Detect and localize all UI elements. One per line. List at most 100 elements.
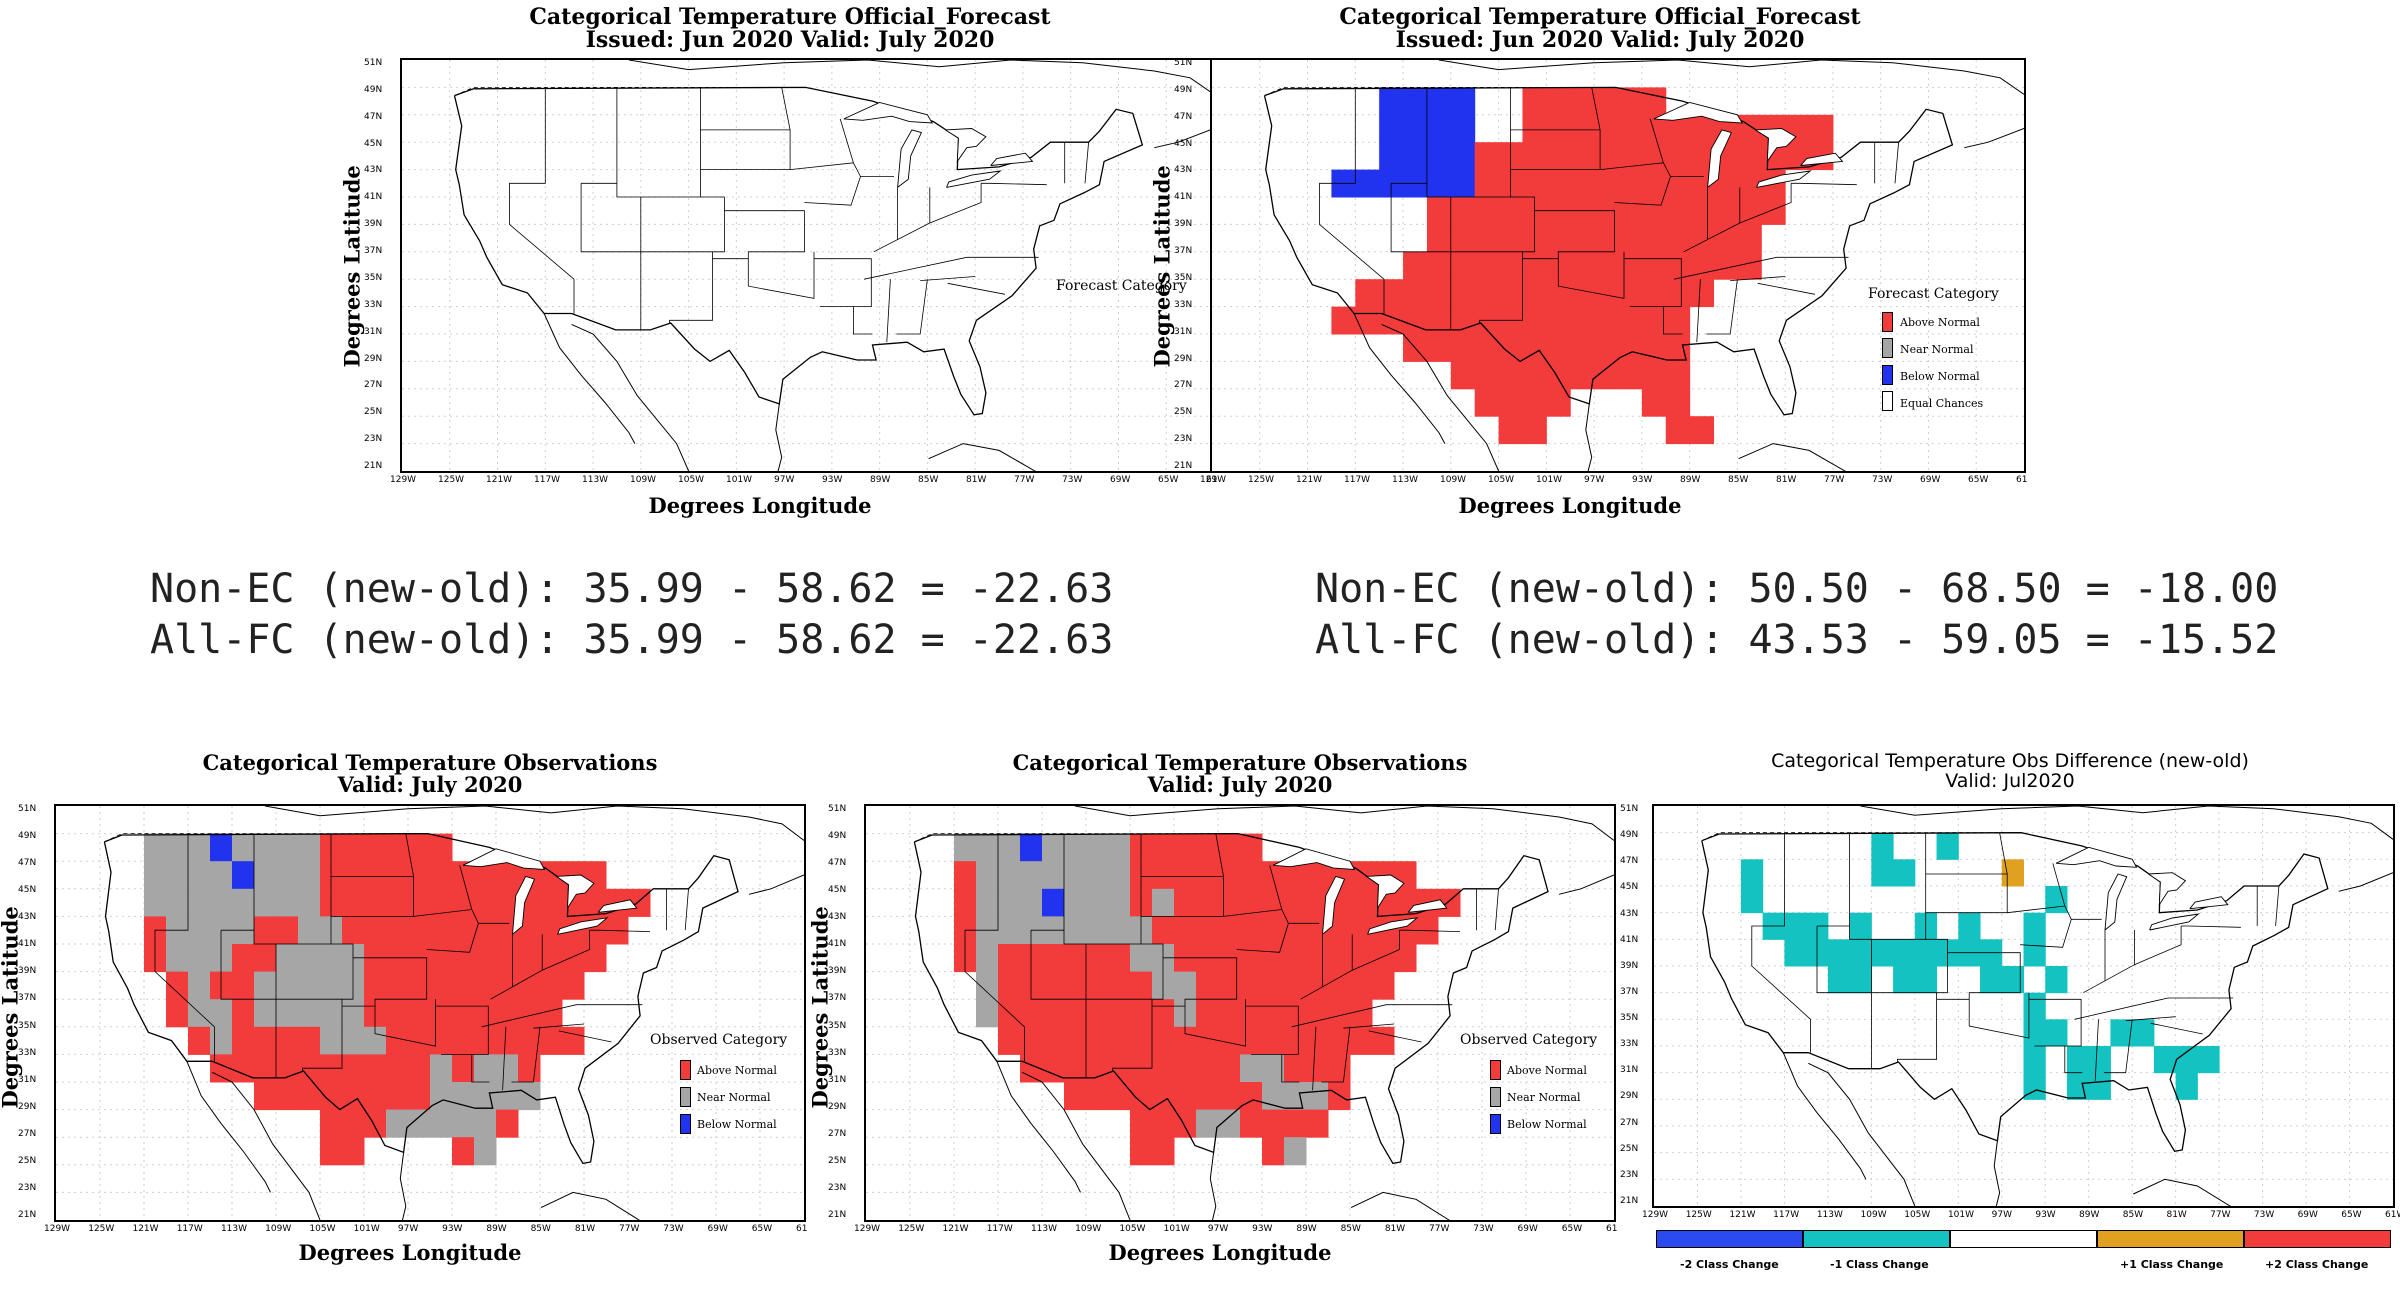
category-cell [998, 861, 1021, 890]
panel-title: Categorical Temperature Official_Forecas… [340, 5, 1240, 52]
state-boundary [873, 183, 982, 253]
category-cell [320, 944, 343, 973]
great-lake [597, 899, 638, 913]
category-cell [1474, 279, 1500, 308]
category-cell [320, 971, 343, 1000]
category-cell [1284, 1026, 1307, 1055]
lat-tick-label: 27N [364, 380, 383, 391]
category-cell [1618, 142, 1643, 171]
state-boundary [2052, 863, 2066, 907]
lon-tick-label: 125W [898, 1224, 925, 1234]
state-boundary [154, 833, 215, 1062]
lon-tick-label: 93W [442, 1224, 463, 1234]
category-cell [254, 1054, 277, 1083]
great-lake [462, 848, 546, 871]
category-cell [430, 833, 453, 862]
category-cell [452, 916, 475, 945]
category-cell [430, 888, 453, 917]
category-cell [298, 1082, 321, 1111]
lon-tick-label: 129W [1200, 475, 1227, 485]
category-cell [2088, 1046, 2111, 1074]
us-map [1212, 60, 2024, 471]
category-cell [1306, 999, 1329, 1028]
category-cell [540, 888, 563, 917]
category-cell [298, 971, 321, 1000]
coastline-fragment [1021, 1071, 1131, 1220]
category-cell [1641, 306, 1667, 335]
lon-tick-label: 117W [534, 475, 561, 485]
colorbar-label-plus1: +1 Class Change [2120, 1258, 2224, 1271]
category-cell [452, 1054, 475, 1083]
category-cell [1379, 279, 1404, 308]
category-cell [1152, 1137, 1175, 1166]
category-cell [1108, 1082, 1131, 1111]
category-cell [474, 861, 497, 890]
state-boundary [712, 210, 805, 260]
category-cell [1665, 416, 1691, 445]
lat-tick-label: 23N [18, 1182, 37, 1193]
title-line-2: Valid: July 2020 [1147, 772, 1333, 798]
category-cell [1218, 916, 1241, 945]
lat-tick-label: 31N [1620, 1065, 1639, 1076]
category-cell [408, 971, 431, 1000]
panel-title: Categorical Temperature Observations Val… [40, 751, 820, 796]
state-boundary [1816, 926, 1872, 1069]
us-map [402, 60, 1214, 471]
lon-tick-label: 61 [796, 1224, 808, 1234]
coastline-fragment [540, 1191, 641, 1220]
category-cell [1641, 334, 1667, 362]
category-cell [1450, 114, 1476, 143]
category-cell [1570, 306, 1595, 335]
category-cell [298, 1026, 321, 1055]
lon-tick-label: 113W [1030, 1224, 1058, 1234]
category-cell [166, 888, 189, 917]
category-cell [2066, 1072, 2090, 1100]
category-cell [1618, 306, 1643, 335]
category-cell [386, 916, 409, 945]
legend-swatch-below [1490, 1114, 1501, 1134]
lon-tick-label: 109W [1860, 1210, 1887, 1220]
category-cell [976, 999, 999, 1028]
coastline-fragment [264, 806, 804, 841]
panel-title: Categorical Temperature Official_Forecas… [1150, 5, 2050, 52]
category-cell [1196, 1026, 1219, 1055]
lat-tick-label: 37N [1620, 986, 1639, 997]
lat-tick-label: 25N [364, 407, 383, 418]
category-cell [1240, 888, 1263, 917]
category-cell [1350, 916, 1373, 945]
category-cell [1450, 169, 1476, 198]
category-cell [276, 999, 299, 1028]
category-cell [1665, 142, 1691, 171]
lat-tick-label: 35N [828, 1020, 847, 1031]
state-boundary [1522, 210, 1615, 260]
category-cell [2175, 1072, 2198, 1100]
category-cell [518, 1054, 541, 1083]
state-boundary [1494, 888, 1499, 931]
coastline-fragment [543, 313, 636, 444]
lat-tick-label: 37N [18, 993, 37, 1004]
category-cell [386, 861, 409, 890]
state-boundary [1683, 183, 1792, 253]
legend-swatch-above [1490, 1060, 1501, 1080]
coastline-fragment [1209, 1152, 1217, 1220]
category-cell [1426, 224, 1452, 253]
great-lake [1272, 848, 1356, 871]
category-cell [1426, 114, 1452, 143]
state-boundary [964, 833, 1025, 1062]
category-cell [474, 971, 497, 1000]
state-boundary [1757, 282, 1816, 295]
category-cell [1737, 197, 1762, 225]
great-lake [1366, 874, 1405, 910]
state-boundary [1706, 279, 1738, 335]
state-boundary [864, 256, 1039, 280]
category-cell [1426, 279, 1452, 308]
category-cell [1426, 197, 1452, 225]
category-cell [1546, 169, 1571, 198]
category-cell [1379, 142, 1404, 171]
category-cell [1849, 912, 1872, 940]
lat-tick-label: 27N [1174, 380, 1193, 391]
category-cell [1240, 1054, 1263, 1083]
category-cell [364, 833, 387, 862]
category-cell [1849, 966, 1872, 994]
category-cell [1130, 1137, 1153, 1166]
